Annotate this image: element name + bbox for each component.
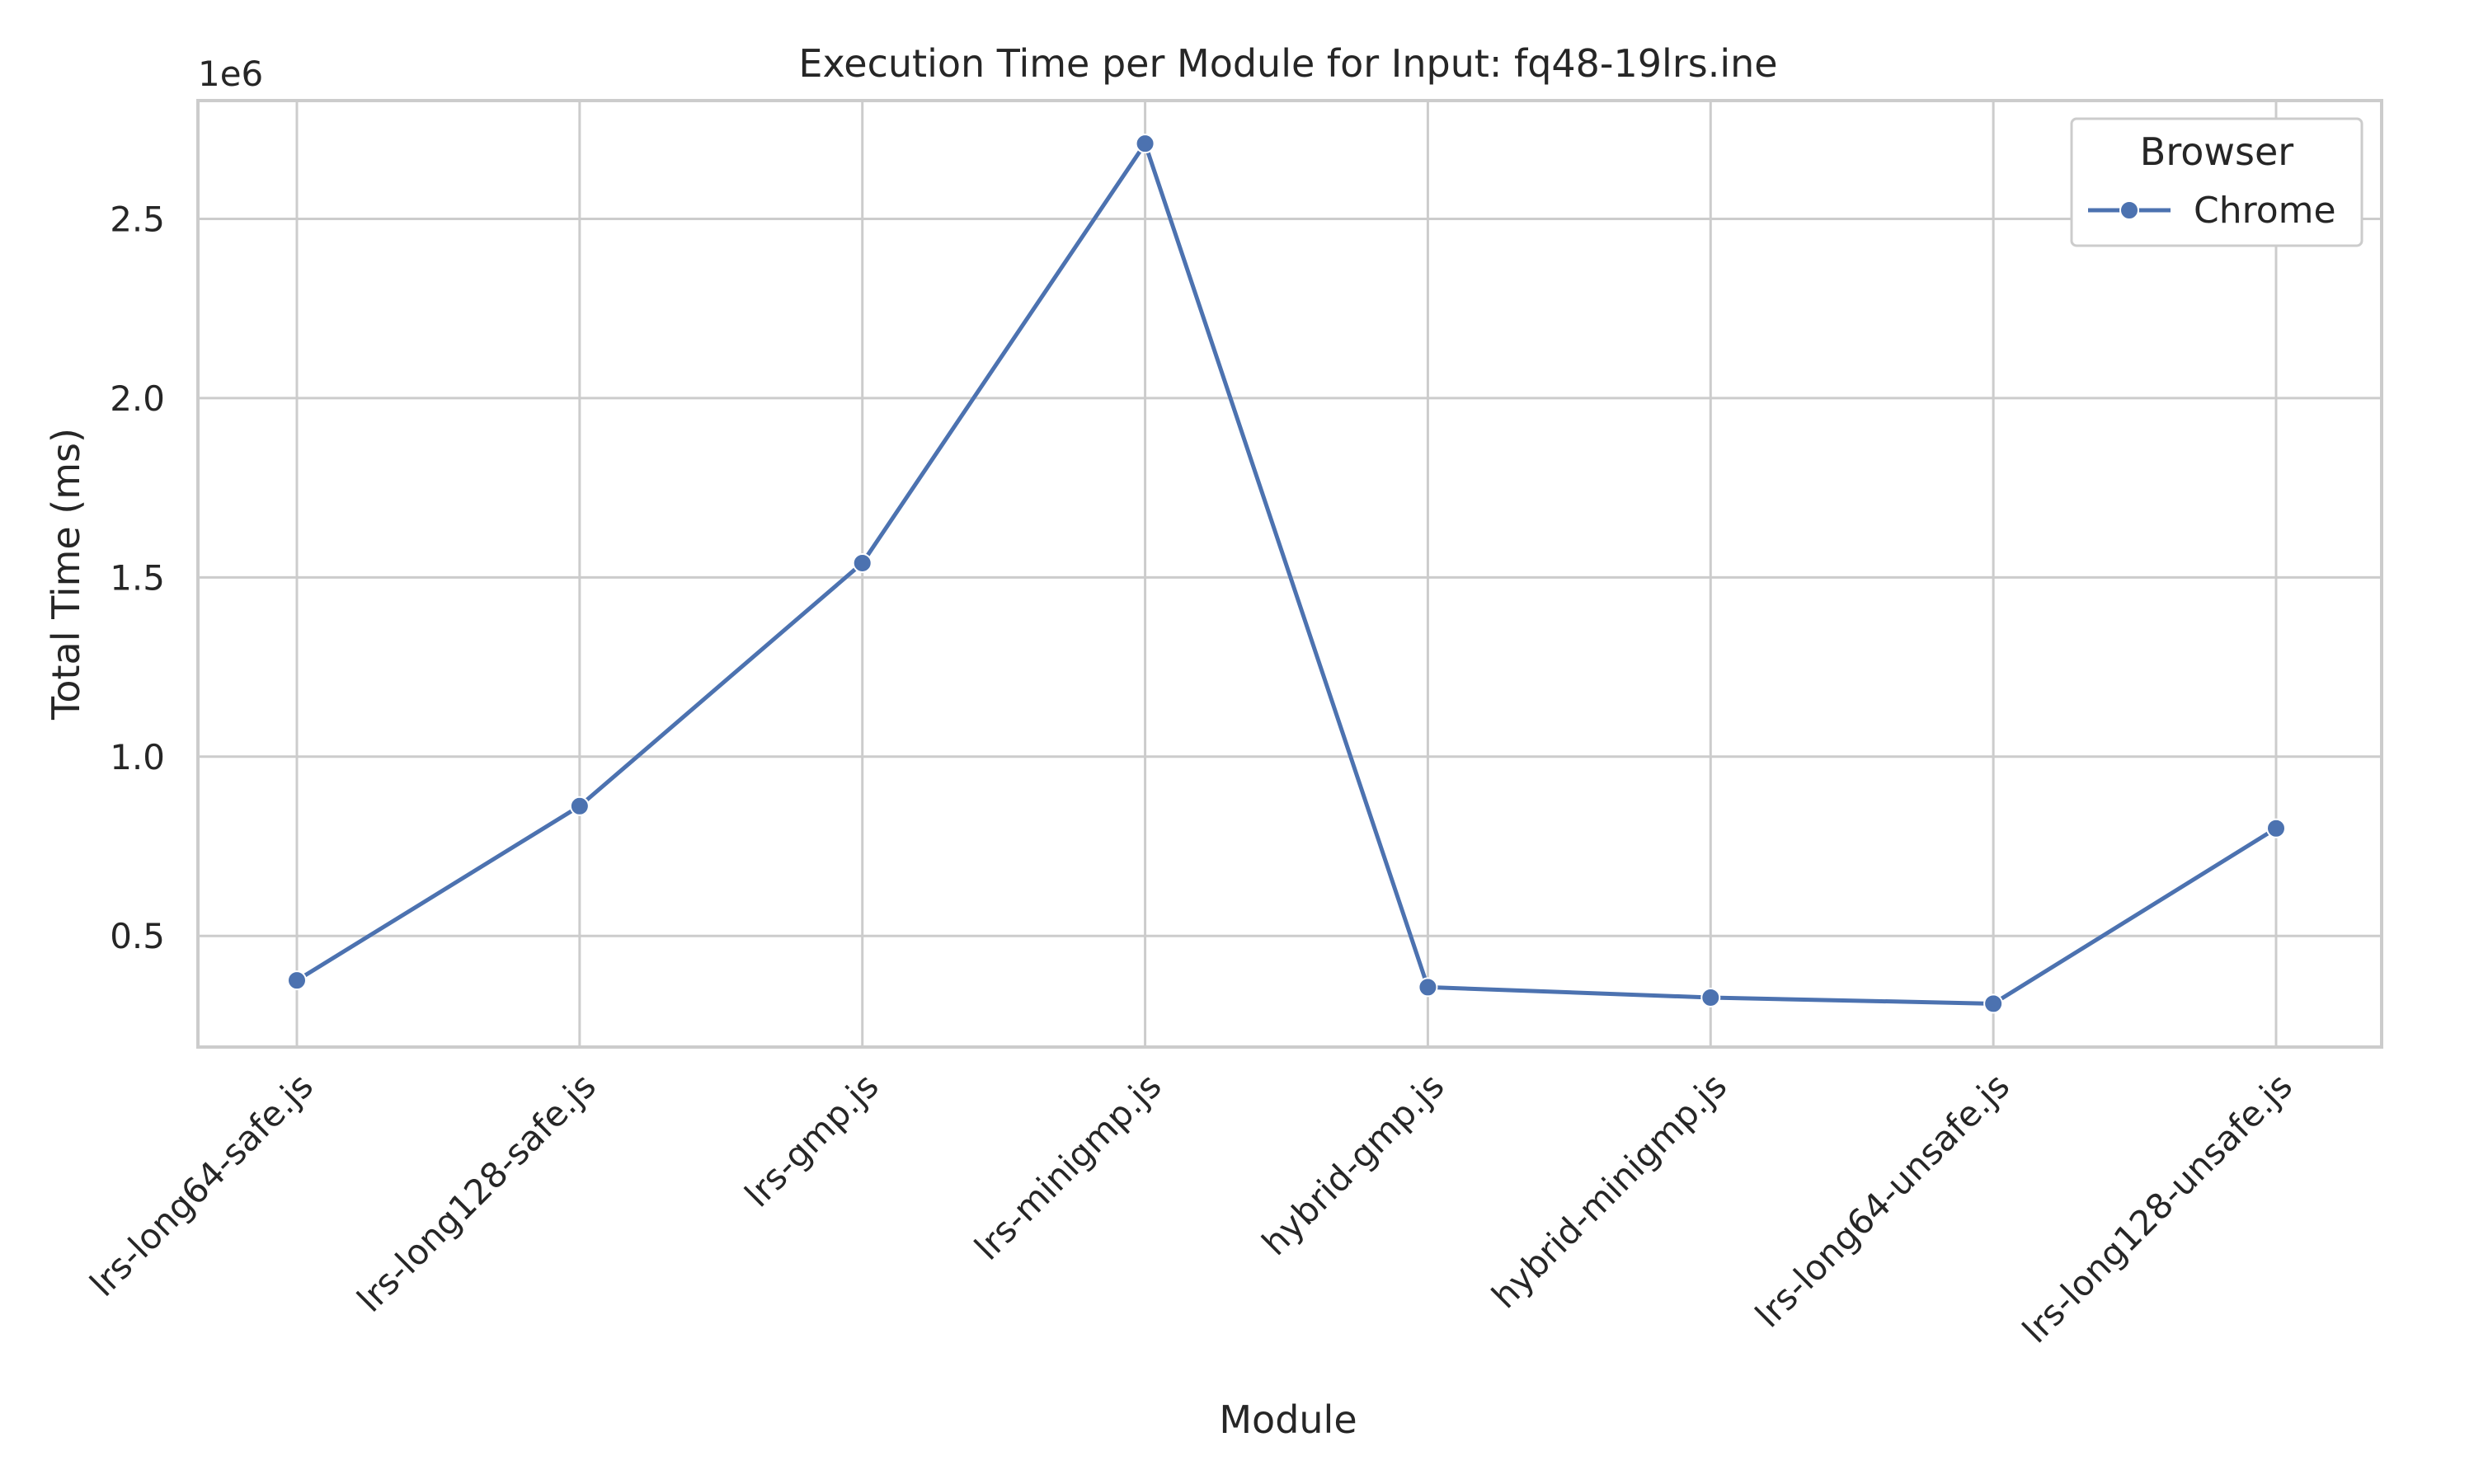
y-axis-label: Total Time (ms) <box>44 428 88 721</box>
series-layer <box>287 134 2286 1014</box>
y-tick-label: 2.5 <box>110 200 165 240</box>
y-offset-label: 1e6 <box>198 54 263 94</box>
data-point <box>569 796 590 816</box>
y-tick-label: 0.5 <box>110 916 165 956</box>
data-point <box>287 970 307 991</box>
data-point <box>852 552 872 573</box>
data-point <box>2266 818 2286 838</box>
data-point <box>1418 977 1438 998</box>
series-line <box>295 141 2278 1006</box>
legend-marker-swatch <box>2119 200 2139 220</box>
data-point <box>1983 993 2004 1014</box>
data-point <box>1700 987 1721 1007</box>
y-tick-label: 1.0 <box>110 737 165 777</box>
chart-title: Execution Time per Module for Input: fq4… <box>798 41 1777 86</box>
plot-frame <box>196 99 2383 1049</box>
y-tick-label: 2.0 <box>110 378 165 419</box>
legend-frame <box>2070 117 2363 247</box>
legend-title: Browser <box>2140 129 2293 174</box>
legend: Browser Chrome <box>2070 117 2363 247</box>
legend-entry-chrome: Chrome <box>2194 190 2336 232</box>
y-tick-label: 1.5 <box>110 557 165 598</box>
data-point <box>1135 134 1155 154</box>
x-axis-label: Module <box>1219 1397 1357 1442</box>
